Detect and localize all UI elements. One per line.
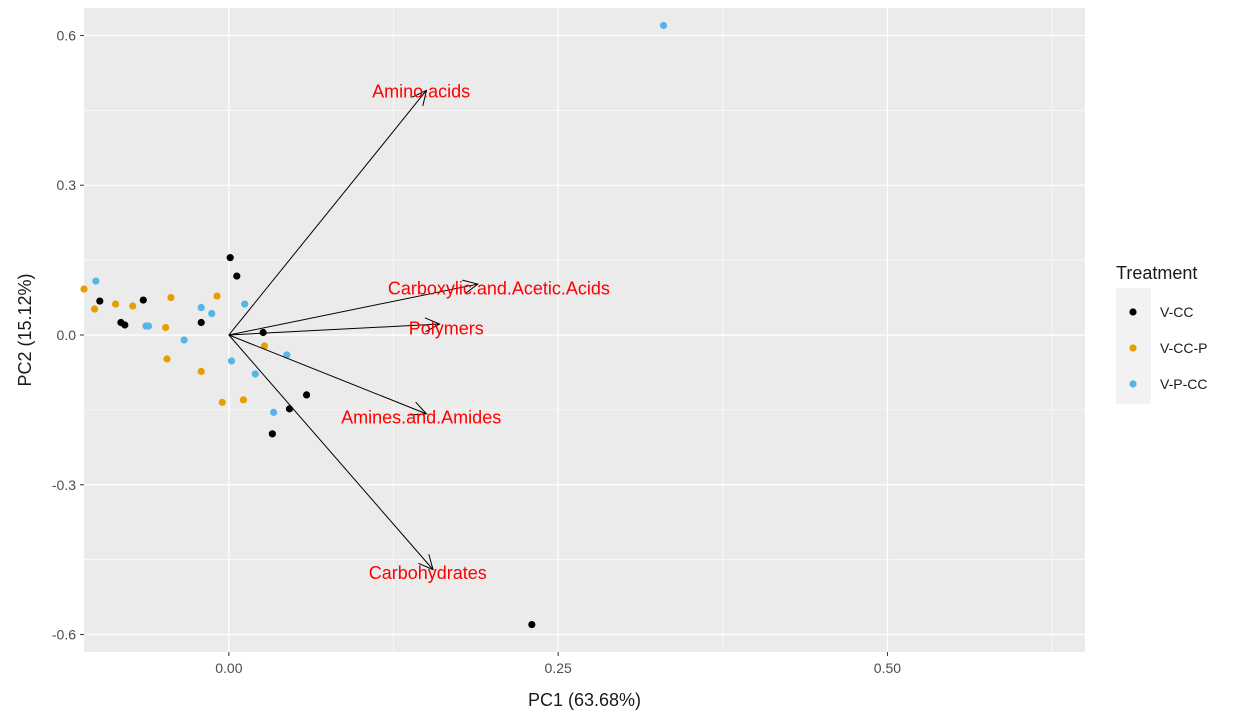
point-v-cc xyxy=(226,254,234,262)
point-v-p-cc xyxy=(241,300,249,308)
point-v-cc-p xyxy=(218,398,226,406)
point-v-cc-p xyxy=(197,367,205,376)
y-tick-label: 0.0 xyxy=(57,327,77,343)
loading-label: Carboxylic.and.Acetic.Acids xyxy=(388,279,610,299)
point-v-cc-p xyxy=(90,305,99,313)
point-v-p-cc xyxy=(251,370,259,378)
legend-key-v-p-cc xyxy=(1129,380,1137,388)
legend-key-v-cc xyxy=(1129,308,1137,316)
point-v-cc-p xyxy=(162,323,170,332)
point-v-p-cc xyxy=(270,408,278,416)
plot-panel xyxy=(84,8,1085,652)
loading-arrow xyxy=(228,334,434,570)
x-tick-label: 0.00 xyxy=(215,660,242,676)
point-v-cc-p xyxy=(112,300,120,308)
legend-items: V-CC V-CC-P V-P-CC xyxy=(1129,304,1207,392)
point-v-cc-p xyxy=(213,292,221,300)
legend-label: V-P-CC xyxy=(1160,376,1207,392)
point-v-p-cc xyxy=(283,351,291,359)
loading-arrows xyxy=(228,89,479,571)
y-tick-label: -0.6 xyxy=(52,627,76,643)
legend-key-v-cc-p xyxy=(1129,344,1137,352)
point-v-cc-p xyxy=(129,302,137,310)
legend-label: V-CC-P xyxy=(1160,340,1207,356)
loading-arrowhead xyxy=(418,554,434,571)
point-v-cc-p xyxy=(239,396,247,404)
point-v-cc-p xyxy=(163,355,171,363)
y-axis-ticks: -0.6 -0.3 0.0 0.3 0.6 xyxy=(52,27,84,643)
x-tick-label: 0.25 xyxy=(545,660,572,676)
point-v-cc xyxy=(259,328,267,337)
point-v-p-cc xyxy=(180,336,188,344)
legend-title: Treatment xyxy=(1116,263,1197,283)
loading-labels: Amino.acids Carboxylic.and.Acetic.Acids Po… xyxy=(341,81,610,583)
point-v-cc xyxy=(233,272,241,280)
point-v-cc xyxy=(302,391,311,399)
point-v-p-cc xyxy=(144,322,153,330)
point-v-cc-p xyxy=(260,342,269,350)
loading-arrowhead xyxy=(462,279,479,295)
x-axis-ticks: 0.00 0.25 0.50 xyxy=(215,652,901,676)
loading-arrow xyxy=(228,283,478,336)
legend-label: V-CC xyxy=(1160,304,1193,320)
point-v-cc xyxy=(268,430,276,438)
point-v-cc xyxy=(197,318,205,327)
point-v-cc xyxy=(285,405,294,413)
point-v-cc xyxy=(139,296,147,304)
loading-arrow xyxy=(228,90,427,336)
point-v-p-cc xyxy=(92,277,100,285)
point-v-cc xyxy=(96,297,104,305)
point-v-p-cc xyxy=(208,309,216,318)
loading-label: Carbohydrates xyxy=(369,563,487,583)
loading-arrowhead xyxy=(411,89,428,107)
x-axis-title: PC1 (63.68%) xyxy=(528,690,641,710)
loading-arrowhead xyxy=(410,401,428,416)
point-v-p-cc xyxy=(227,357,236,365)
legend: Treatment V-CC V-CC-P V-P-CC xyxy=(1116,263,1207,404)
point-v-cc xyxy=(121,321,129,329)
loading-label: Amines.and.Amides xyxy=(341,407,501,427)
y-axis-title: PC2 (15.12%) xyxy=(15,273,35,386)
loading-label: Amino.acids xyxy=(372,81,470,101)
point-v-p-cc xyxy=(659,21,668,30)
x-tick-label: 0.50 xyxy=(874,660,901,676)
point-v-cc xyxy=(528,620,536,629)
minor-gridlines xyxy=(84,8,1085,652)
y-tick-label: 0.6 xyxy=(57,27,77,43)
point-v-cc-p xyxy=(167,293,175,302)
loading-arrow xyxy=(228,334,427,415)
loading-arrow xyxy=(228,323,440,336)
point-v-cc-p xyxy=(80,285,88,293)
major-gridlines xyxy=(84,8,1085,652)
loading-label: Polymers xyxy=(409,319,484,339)
point-v-p-cc xyxy=(197,303,205,312)
y-tick-label: 0.3 xyxy=(57,177,77,193)
y-tick-label: -0.3 xyxy=(52,477,76,493)
loading-arrowhead xyxy=(424,317,441,333)
